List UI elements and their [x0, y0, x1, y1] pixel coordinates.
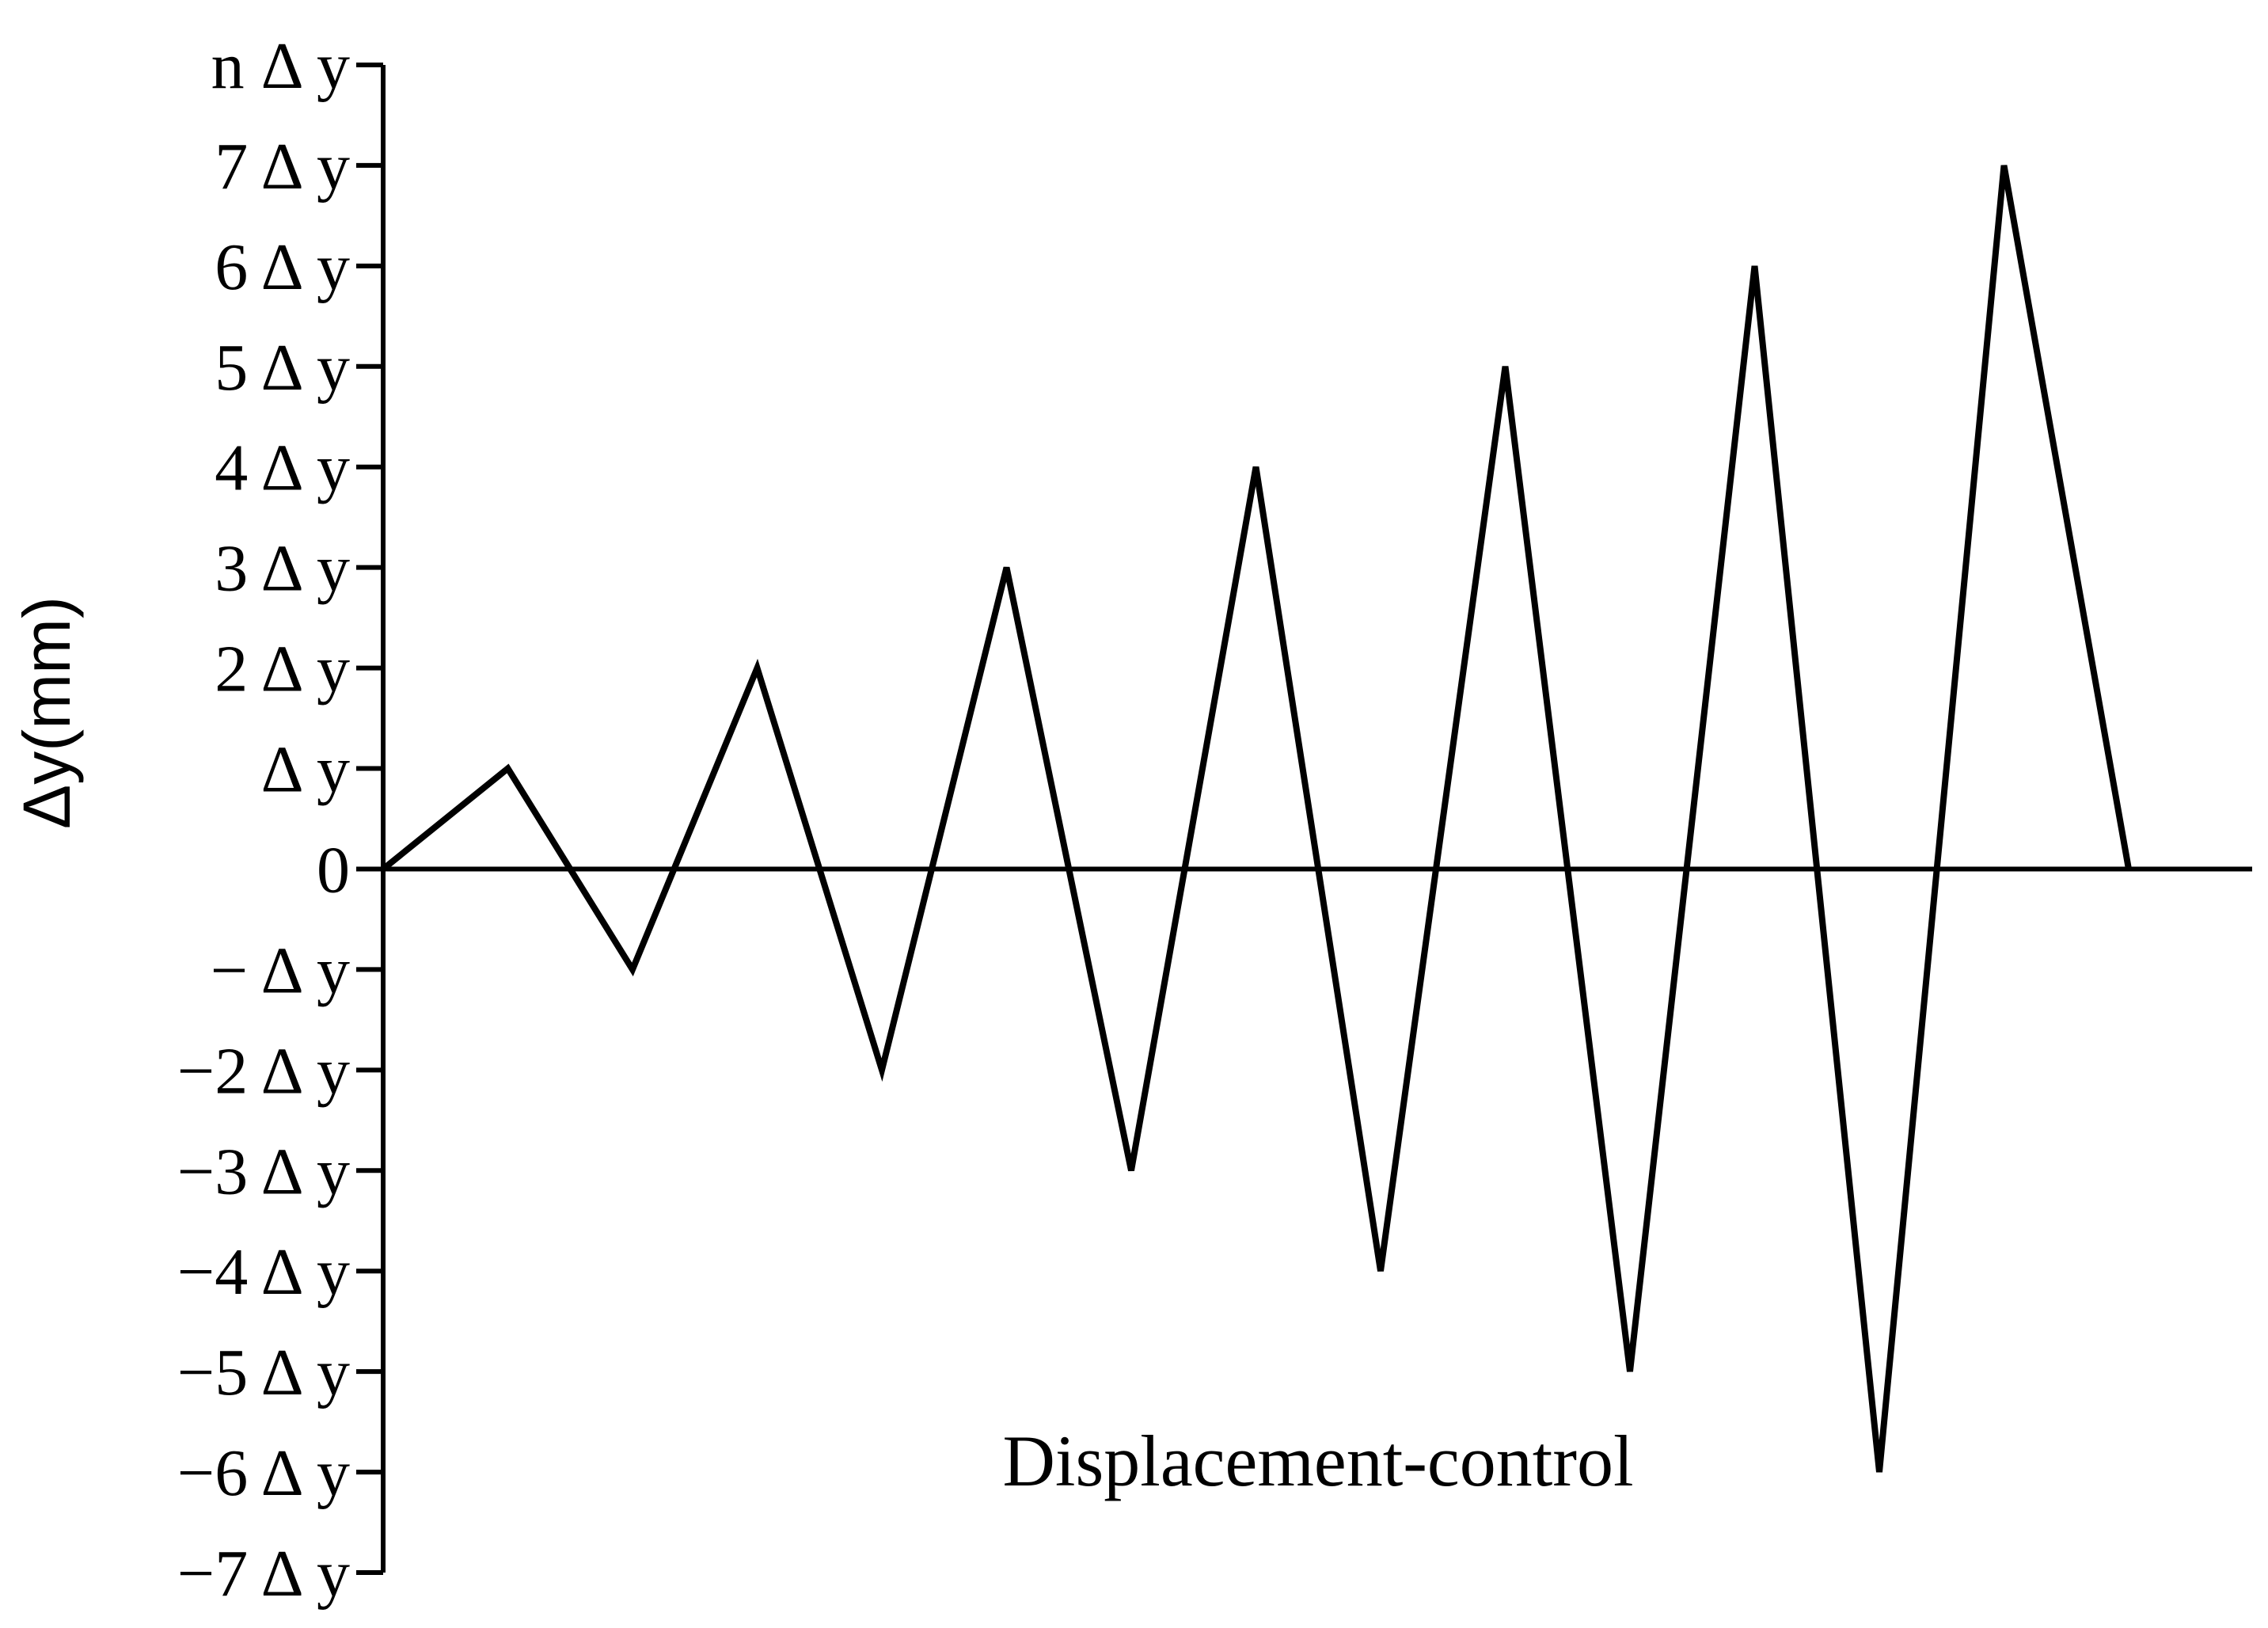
displacement-series-line: [381, 165, 2132, 1473]
y-tick-label: 3 Δ y: [215, 532, 350, 606]
y-tick-label: 2 Δ y: [215, 633, 350, 706]
series-group: [381, 165, 2132, 1473]
y-axis: n Δ y 7 Δ y 6 Δ y 5 Δ y 4 Δ y 3 Δ y 2 Δ y Δ y 0 −…: [177, 29, 386, 1611]
y-tick-label: 5 Δ y: [215, 331, 350, 405]
y-tick-label: 0: [317, 833, 350, 907]
y-tick-label: −7 Δ y: [177, 1537, 350, 1611]
y-tick-label: −6 Δ y: [177, 1436, 350, 1510]
displacement-control-annotation: Displacement-control: [1002, 1421, 1633, 1501]
y-tick-label: −4 Δ y: [177, 1235, 350, 1309]
y-tick-label: −5 Δ y: [177, 1336, 350, 1409]
y-tick-label: − Δ y: [211, 934, 350, 1007]
y-tick-label: 6 Δ y: [215, 230, 350, 304]
y-tick-label: Δ y: [261, 733, 350, 807]
y-tick-label: 7 Δ y: [215, 130, 350, 204]
y-axis-title: Δy(mm): [9, 596, 84, 829]
y-tick-label: −2 Δ y: [177, 1034, 350, 1108]
y-tick-label: n Δ y: [211, 29, 350, 103]
y-tick-label: 4 Δ y: [215, 432, 350, 505]
y-tick-label: −3 Δ y: [177, 1135, 350, 1208]
